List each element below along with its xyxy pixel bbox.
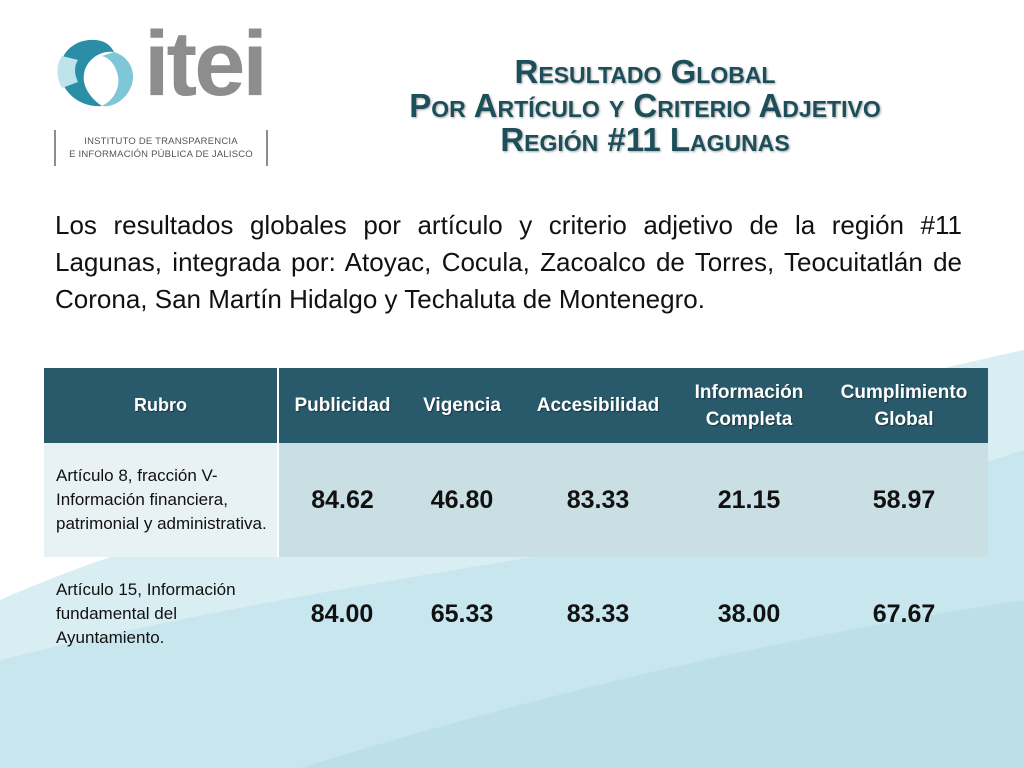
cell-vigencia: 65.33 [430, 599, 494, 628]
row-label: Artículo 15, Información fundamental del… [56, 580, 236, 647]
logo-subtitle-line: INSTITUTO DE TRANSPARENCIA [84, 136, 238, 147]
table-header-row: Rubro Publicidad Vigencia Accesibilidad … [44, 368, 988, 443]
title-line: Por Artículo y Criterio Adjetivo [409, 87, 881, 124]
cell-publicidad: 84.62 [278, 443, 406, 557]
logo-wordmark: itei [144, 13, 268, 115]
cell-informacion-completa: 38.00 [717, 599, 781, 628]
cell-informacion-completa: 21.15 [678, 443, 820, 557]
logo-subtitle-line: E INFORMACIÓN PÚBLICA DE JALISCO [69, 149, 253, 160]
cell-cumplimiento-global: 58.97 [820, 443, 988, 557]
row-label: Artículo 8, fracción V- Información fina… [44, 443, 279, 557]
table-row: Artículo 8, fracción V- Información fina… [44, 443, 988, 557]
cell-publicidad: 84.00 [310, 599, 374, 628]
itei-logo-mark-icon [57, 39, 134, 107]
table-row: Artículo 15, Información fundamental del… [44, 557, 988, 671]
column-header-vigencia: Vigencia [406, 368, 518, 443]
column-header-publicidad: Publicidad [278, 368, 406, 443]
results-table: Rubro Publicidad Vigencia Accesibilidad … [44, 368, 988, 671]
itei-logo: itei INSTITUTO DE TRANSPARENCIA E INFORM… [52, 18, 282, 172]
title-line: Resultado Global [514, 53, 776, 90]
cell-cumplimiento-global: 67.67 [872, 599, 936, 628]
cell-accesibilidad: 83.33 [518, 443, 678, 557]
cell-accesibilidad: 83.33 [566, 599, 630, 628]
title-line: Región #11 Lagunas [500, 121, 790, 158]
column-header-cumplimiento-global: Cumplimiento Global [820, 368, 988, 443]
column-header-informacion-completa: Información Completa [678, 368, 820, 443]
cell-vigencia: 46.80 [406, 443, 518, 557]
intro-paragraph: Los resultados globales por artículo y c… [55, 210, 962, 314]
page-title: Resultado Global Por Artículo y Criterio… [340, 55, 950, 157]
column-header-accesibilidad: Accesibilidad [518, 368, 678, 443]
column-header-rubro: Rubro [44, 368, 279, 443]
logo-subtitle: INSTITUTO DE TRANSPARENCIA E INFORMACIÓN… [54, 130, 268, 166]
